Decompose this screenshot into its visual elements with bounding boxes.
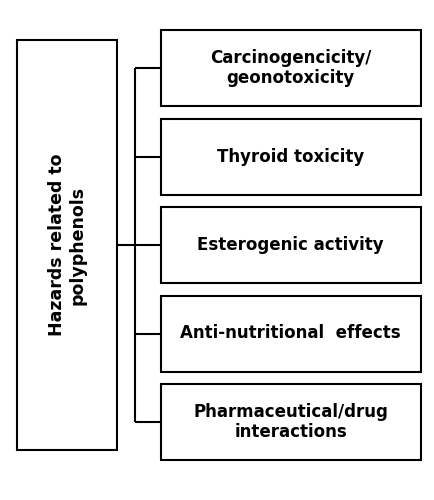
Text: Esterogenic activity: Esterogenic activity xyxy=(197,236,384,254)
Text: Hazards related to
polyphenols: Hazards related to polyphenols xyxy=(48,154,87,336)
Text: Thyroid toxicity: Thyroid toxicity xyxy=(217,148,365,166)
Text: Pharmaceutical/drug
interactions: Pharmaceutical/drug interactions xyxy=(193,402,388,442)
FancyBboxPatch shape xyxy=(161,296,421,372)
FancyBboxPatch shape xyxy=(17,40,117,450)
Text: Anti-nutritional  effects: Anti-nutritional effects xyxy=(181,324,401,342)
FancyBboxPatch shape xyxy=(161,30,421,106)
Text: Carcinogencicity/
geonotoxicity: Carcinogencicity/ geonotoxicity xyxy=(210,48,372,88)
FancyBboxPatch shape xyxy=(161,118,421,194)
FancyBboxPatch shape xyxy=(161,207,421,283)
FancyBboxPatch shape xyxy=(161,384,421,460)
